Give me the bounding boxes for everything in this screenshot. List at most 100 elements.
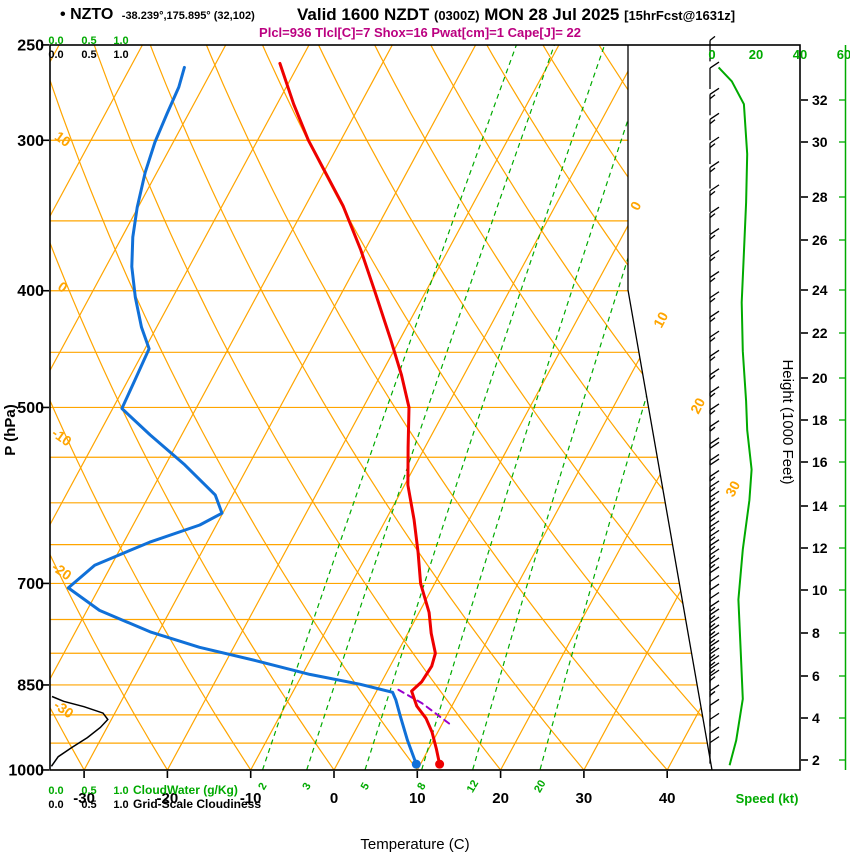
temperature-tick-label: 40 bbox=[659, 790, 676, 807]
height-tick-label: 30 bbox=[812, 134, 828, 150]
isotherm-line bbox=[166, 45, 560, 770]
wind-barbs bbox=[709, 35, 720, 764]
pressure-tick-label: 400 bbox=[17, 283, 44, 300]
height-axis-title: Height (1000 Feet) bbox=[779, 359, 796, 484]
height-tick-label: 10 bbox=[812, 582, 828, 598]
sounding-profiles bbox=[66, 61, 451, 769]
wind-barb bbox=[709, 35, 716, 62]
dry-adiabat-line bbox=[363, 45, 712, 770]
wind-barb bbox=[709, 112, 720, 141]
orange-grid bbox=[50, 45, 712, 770]
pressure-tick-label: 850 bbox=[17, 677, 44, 694]
wind-barb bbox=[709, 184, 720, 212]
mixing-ratio-label: 20 bbox=[532, 778, 549, 795]
isotherm-line bbox=[250, 45, 643, 770]
height-tick-label: 14 bbox=[812, 498, 828, 514]
svg-text:1.0: 1.0 bbox=[113, 799, 128, 811]
temperature-tick-label: 20 bbox=[492, 790, 509, 807]
dry-adiabat-label: -10 bbox=[49, 425, 75, 450]
dry-adiabat-line bbox=[50, 45, 438, 770]
surface-dewpoint-dot bbox=[411, 759, 421, 769]
wind-barb bbox=[709, 698, 720, 727]
mixing-ratio-label: 8 bbox=[415, 781, 428, 792]
speed-axis-title: Speed (kt) bbox=[736, 791, 799, 806]
height-tick-label: 26 bbox=[812, 232, 828, 248]
wind-barb bbox=[709, 270, 720, 299]
isotherm-label: 10 bbox=[650, 309, 672, 330]
skew-boundary-line bbox=[627, 45, 713, 771]
valid-time-line: Valid 1600 NZDT (0300Z) MON 28 Jul 2025 … bbox=[297, 5, 735, 25]
station-coords: -38.239°,175.895° (32,102) bbox=[121, 10, 255, 22]
isotherm-line bbox=[416, 45, 712, 770]
isotherm-line bbox=[50, 45, 393, 770]
wind-barb bbox=[709, 520, 720, 548]
wind-barb bbox=[709, 669, 720, 698]
temperature-tick-label: 0 bbox=[330, 790, 338, 807]
dry-adiabat-line bbox=[197, 45, 691, 770]
height-tick-label: 28 bbox=[812, 189, 828, 205]
height-tick-label: 2 bbox=[812, 752, 820, 768]
wind-barb bbox=[709, 206, 720, 235]
height-tick-label: 22 bbox=[812, 325, 828, 341]
pressure-tick-label: 250 bbox=[17, 37, 44, 54]
cloudiness-axis-title: Grid-Scale Cloudiness bbox=[133, 797, 261, 811]
pressure-tick-label: 1000 bbox=[8, 762, 44, 779]
parcel-path-line bbox=[395, 687, 451, 725]
dry-adiabat-line bbox=[585, 45, 712, 770]
dry-adiabat-line bbox=[50, 45, 100, 770]
svg-text:0.0: 0.0 bbox=[48, 785, 63, 797]
isotherm-line bbox=[83, 45, 477, 770]
valid-zulu: (0300Z) bbox=[434, 8, 480, 23]
wind-barb bbox=[709, 249, 720, 278]
stability-params: Plcl=936 Tlcl[C]=7 Shox=16 Pwat[cm]=1 Ca… bbox=[259, 25, 581, 40]
speed-tick-label: 40 bbox=[793, 47, 807, 62]
temperature-tick-label: -30 bbox=[73, 790, 95, 807]
pressure-axis-title: P (hPa) bbox=[2, 404, 19, 455]
isotherm-label: 20 bbox=[687, 395, 709, 416]
cloudwater-axis-title: CloudWater (g/Kg) bbox=[133, 783, 238, 797]
wind-barb bbox=[709, 291, 720, 319]
svg-text:0.5: 0.5 bbox=[81, 35, 96, 47]
wind-barb bbox=[709, 228, 720, 256]
dry-adiabat-line bbox=[307, 45, 712, 770]
wind-speed-curve bbox=[717, 45, 847, 770]
svg-text:1.0: 1.0 bbox=[113, 49, 128, 61]
station-bullet-icon: • bbox=[60, 6, 66, 23]
mixing-ratio-label: 3 bbox=[300, 781, 313, 792]
temperature-axis-title: Temperature (C) bbox=[360, 836, 469, 853]
dry-adiabat-line bbox=[474, 45, 712, 770]
svg-text:0.0: 0.0 bbox=[48, 49, 63, 61]
mixing-ratio-label: 12 bbox=[465, 778, 482, 795]
pressure-tick-label: 700 bbox=[17, 576, 44, 593]
height-tick-label: 12 bbox=[812, 540, 828, 556]
speed-tick-label: 60 bbox=[837, 47, 850, 62]
temperature-curve bbox=[278, 61, 442, 766]
height-tick-label: 32 bbox=[812, 92, 828, 108]
svg-text:0.5: 0.5 bbox=[81, 799, 96, 811]
svg-text:0.0: 0.0 bbox=[48, 35, 63, 47]
speed-tick-label: 0 bbox=[708, 47, 715, 62]
height-tick-label: 24 bbox=[812, 282, 828, 298]
dry-adiabat-line bbox=[141, 45, 607, 770]
wind-barb bbox=[709, 330, 720, 359]
mixing-ratio-label: 2 bbox=[256, 781, 269, 792]
temperature-tick-label: -10 bbox=[240, 790, 262, 807]
isotherm-line bbox=[50, 45, 227, 770]
cloudiness-curve bbox=[50, 695, 109, 767]
dry-adiabat-line bbox=[86, 45, 522, 770]
svg-text:0.0: 0.0 bbox=[48, 799, 63, 811]
dry-adiabat-label: -20 bbox=[49, 559, 75, 584]
height-tick-label: 20 bbox=[812, 370, 828, 386]
svg-text:0.5: 0.5 bbox=[81, 49, 96, 61]
dry-adiabat-line bbox=[50, 45, 184, 770]
height-tick-label: 8 bbox=[812, 625, 820, 641]
svg-text:1.0: 1.0 bbox=[113, 35, 128, 47]
wind-barb bbox=[709, 61, 720, 90]
dry-adiabat-label: 0 bbox=[55, 278, 71, 296]
mixing-ratio-label: 5 bbox=[359, 781, 372, 792]
valid-date: MON 28 Jul 2025 bbox=[479, 5, 625, 24]
wind-barb bbox=[709, 160, 720, 189]
